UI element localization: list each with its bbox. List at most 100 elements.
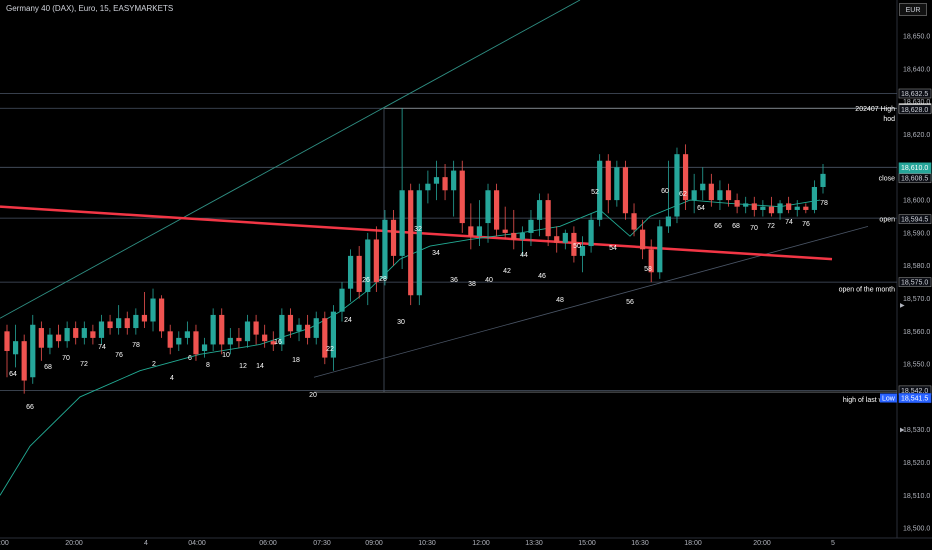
candle-body xyxy=(305,324,311,338)
candle-body xyxy=(700,183,706,191)
x-tick-label: 09:00 xyxy=(365,540,383,547)
candle-body xyxy=(347,255,354,289)
candle-body xyxy=(201,344,208,352)
bar-number: 16 xyxy=(274,339,282,346)
price-badge xyxy=(898,393,932,403)
candle-body xyxy=(725,190,732,201)
price-badge-value: 18,632.5 xyxy=(901,91,928,98)
candle-body xyxy=(365,239,371,292)
price-badge xyxy=(898,88,932,99)
trend-line xyxy=(0,0,581,319)
candle-body xyxy=(794,206,800,210)
currency-button[interactable]: EUR xyxy=(899,3,927,16)
candle-body xyxy=(468,226,474,237)
candle-body xyxy=(571,232,577,256)
bar-number: 76 xyxy=(115,352,123,359)
red-trend-line xyxy=(0,205,833,261)
bar-number: 78 xyxy=(132,342,140,349)
level-label: 202407 High xyxy=(855,106,895,113)
bar-number: 72 xyxy=(80,361,88,368)
candle-body xyxy=(451,170,457,191)
bar-number: 54 xyxy=(609,245,617,252)
bar-number: 10 xyxy=(222,352,230,359)
bar-number: 74 xyxy=(785,219,793,226)
level-label: open of the month xyxy=(839,287,896,294)
candle-body xyxy=(73,328,79,338)
x-tick-label: 04:00 xyxy=(188,540,206,547)
candle-body xyxy=(356,255,362,292)
price-badge-value: 18,608.5 xyxy=(901,176,928,183)
candle-body xyxy=(399,190,405,256)
candle-body xyxy=(339,288,345,312)
y-tick-label: 18,520.0 xyxy=(903,460,930,467)
candle-body xyxy=(605,160,611,201)
candle-body xyxy=(184,331,190,338)
candle-body xyxy=(554,236,560,243)
y-tick-label: 18,530.0 xyxy=(903,427,930,434)
candle-body xyxy=(588,219,594,247)
candle-body xyxy=(768,206,775,214)
candle-body xyxy=(511,232,517,240)
candle-body xyxy=(210,314,216,345)
candle-body xyxy=(425,183,431,191)
bar-number: 46 xyxy=(538,273,546,280)
price-badge xyxy=(898,214,932,224)
y-tick-label: 18,620.0 xyxy=(903,132,930,139)
x-tick-label: 07:30 xyxy=(313,540,331,547)
bar-number: 58 xyxy=(644,266,652,273)
candle-body xyxy=(648,249,654,273)
bar-number: 28 xyxy=(379,276,387,283)
low-label-bg xyxy=(880,393,897,403)
price-badge xyxy=(898,277,932,287)
y-tick-label: 18,560.0 xyxy=(903,329,930,336)
bar-number: 6 xyxy=(188,355,192,362)
candle-body xyxy=(98,321,105,338)
candle-body xyxy=(614,167,620,201)
candle-body xyxy=(691,190,697,201)
candle-body xyxy=(150,298,156,322)
level-label: hod xyxy=(883,116,895,123)
bar-number: 38 xyxy=(468,281,476,288)
candle-body xyxy=(262,334,268,342)
candle-body xyxy=(141,314,148,322)
candle-body xyxy=(476,226,483,237)
bar-number: 26 xyxy=(362,277,370,284)
candle-body xyxy=(167,331,173,348)
candle-body xyxy=(55,334,62,342)
candle-body xyxy=(502,229,508,233)
trend-line xyxy=(313,225,869,378)
low-label: Low xyxy=(882,396,896,403)
candle-body xyxy=(270,341,276,345)
candle-body xyxy=(390,219,397,256)
price-badge-value: 18,594.5 xyxy=(901,217,928,224)
bar-number: 8 xyxy=(206,362,210,369)
bar-number: 62 xyxy=(679,191,687,198)
y-tick-label: 18,590.0 xyxy=(903,230,930,237)
candle-body xyxy=(803,206,809,210)
candle-body xyxy=(717,190,723,201)
bar-number: 68 xyxy=(44,364,52,371)
candle-body xyxy=(279,314,285,345)
candle-body xyxy=(330,311,336,358)
candle-body xyxy=(820,173,826,187)
price-badge-value: 18,628.0 xyxy=(901,107,928,114)
candle-body xyxy=(296,324,302,332)
candle-body xyxy=(579,246,586,256)
price-badge-value: 18,541.5 xyxy=(901,396,928,403)
candle-body xyxy=(227,337,233,345)
candle-body xyxy=(90,331,96,338)
bar-number: 66 xyxy=(714,223,722,230)
bar-number: 70 xyxy=(750,225,758,232)
candle-body xyxy=(12,341,19,355)
candle-body xyxy=(519,232,525,240)
candle-body xyxy=(528,219,534,233)
x-tick-label: 18:00 xyxy=(684,540,702,547)
candle-body xyxy=(373,239,379,283)
bar-number: 74 xyxy=(98,344,106,351)
candle-body xyxy=(485,190,491,224)
y-tick-label: 18,510.0 xyxy=(903,493,930,500)
bar-number: 76 xyxy=(802,221,810,228)
candle-body xyxy=(442,177,448,191)
bar-number: 50 xyxy=(573,243,581,250)
